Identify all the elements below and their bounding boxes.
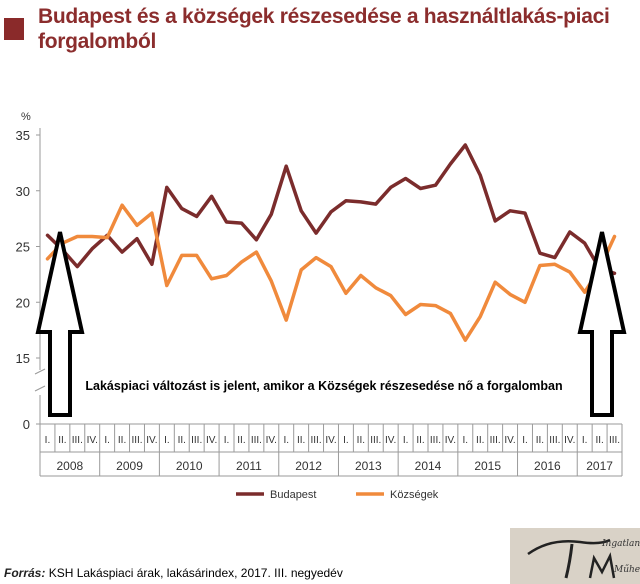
quarter-label: IV. xyxy=(564,435,575,446)
y-tick-label: 30 xyxy=(16,184,30,199)
quarter-label: I. xyxy=(45,435,51,446)
y-axis-unit: % xyxy=(21,111,31,123)
quarter-label: IV. xyxy=(385,435,396,446)
quarter-label: IV. xyxy=(504,435,515,446)
quarter-label: II. xyxy=(357,435,365,446)
logo-word-2: Műhely xyxy=(613,564,640,575)
y-tick-label: 25 xyxy=(16,240,30,255)
quarter-label: I. xyxy=(343,435,349,446)
quarter-label: II. xyxy=(297,435,305,446)
year-label: 2008 xyxy=(56,459,83,473)
quarter-label: II. xyxy=(178,435,186,446)
series-line-budapest xyxy=(45,143,617,276)
quarter-label: IV. xyxy=(87,435,98,446)
quarter-label: I. xyxy=(403,435,409,446)
quarter-label: II. xyxy=(416,435,424,446)
quarter-label: III. xyxy=(251,435,262,446)
y-tick-label: 0 xyxy=(23,417,30,432)
quarter-label: I. xyxy=(104,435,110,446)
quarter-label: I. xyxy=(224,435,230,446)
logo-mark: Ingatlan Műhely xyxy=(527,538,640,579)
quarter-label: I. xyxy=(582,435,588,446)
quarter-label: II. xyxy=(118,435,126,446)
year-label: 2015 xyxy=(474,459,501,473)
source-text: KSH Lakáspiaci árak, lakásárindex, 2017.… xyxy=(48,566,343,580)
quarter-label: II. xyxy=(536,435,544,446)
year-label: 2013 xyxy=(355,459,382,473)
quarter-label: II. xyxy=(595,435,603,446)
quarter-label: I. xyxy=(463,435,469,446)
quarter-label: II. xyxy=(58,435,66,446)
quarter-label: III. xyxy=(72,435,83,446)
quarter-label: III. xyxy=(490,435,501,446)
chart-title: Budapest és a községek részesedése a has… xyxy=(38,5,610,53)
quarter-label: III. xyxy=(609,435,620,446)
ingatlan-muhely-logo: Ingatlan Műhely xyxy=(510,528,640,584)
quarter-label: III. xyxy=(370,435,381,446)
legend-label-kozsegek: Községek xyxy=(390,489,439,501)
annotation-text: Lakáspiaci változást is jelent, amikor a… xyxy=(85,379,562,393)
year-label: 2016 xyxy=(534,459,561,473)
quarter-label: III. xyxy=(131,435,142,446)
quarter-label: III. xyxy=(549,435,560,446)
quarter-label: IV. xyxy=(445,435,456,446)
logo-word-1: Ingatlan xyxy=(601,539,640,549)
y-tick-label: 20 xyxy=(16,295,30,310)
year-label: 2010 xyxy=(176,459,203,473)
year-label: 2017 xyxy=(586,459,613,473)
quarter-label: IV. xyxy=(146,435,157,446)
quarter-label: IV. xyxy=(325,435,336,446)
year-label: 2009 xyxy=(116,459,143,473)
quarter-label: I. xyxy=(283,435,289,446)
arrow-right xyxy=(577,231,627,417)
title-marker xyxy=(4,18,24,40)
y-tick-label: 35 xyxy=(16,128,30,143)
quarter-label: IV. xyxy=(206,435,217,446)
quarter-label: IV. xyxy=(266,435,277,446)
source-line: Forrás: KSH Lakáspiaci árak, lakásárinde… xyxy=(4,566,343,580)
year-label: 2011 xyxy=(236,459,262,473)
quarter-label: II. xyxy=(476,435,484,446)
quarter-label: III. xyxy=(191,435,202,446)
year-label: 2012 xyxy=(295,459,322,473)
year-label: 2014 xyxy=(415,459,442,473)
source-label: Forrás: xyxy=(4,566,46,580)
axis-break-mark xyxy=(34,368,46,392)
y-tick-label: 15 xyxy=(16,351,30,366)
arrow-left xyxy=(35,231,85,417)
series-line-kozsegek xyxy=(45,203,617,342)
quarter-label: III. xyxy=(311,435,322,446)
quarter-label: I. xyxy=(522,435,528,446)
quarter-label: II. xyxy=(237,435,245,446)
quarter-label: III. xyxy=(430,435,441,446)
quarter-label: I. xyxy=(164,435,170,446)
legend-label-budapest: Budapest xyxy=(270,489,316,501)
